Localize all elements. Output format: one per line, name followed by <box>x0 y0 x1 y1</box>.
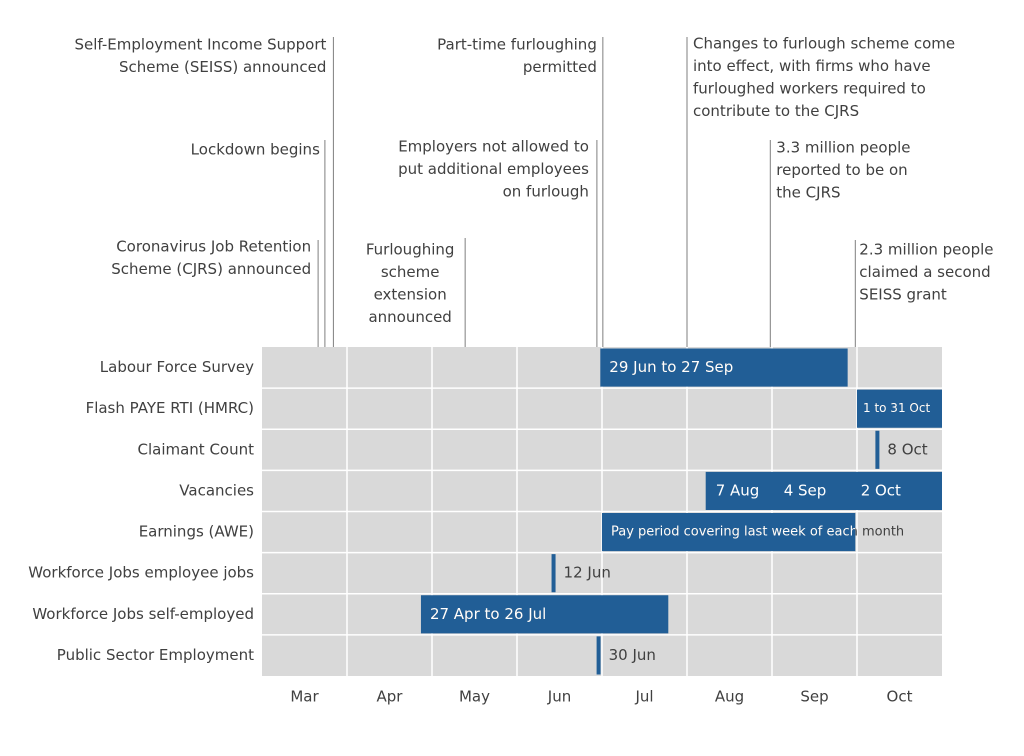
bar-label: 1 to 31 Oct <box>863 401 930 415</box>
bar-label: 29 Jun to 27 Sep <box>609 358 733 376</box>
event-label: on furlough <box>503 183 589 201</box>
x-tick-label: Mar <box>290 688 319 706</box>
x-tick-label: Oct <box>887 688 913 706</box>
event-label: 3.3 million people <box>776 139 910 157</box>
event-label: Changes to furlough scheme come <box>693 35 955 53</box>
row-label: Workforce Jobs employee jobs <box>28 564 254 582</box>
event-label: Lockdown begins <box>191 141 320 159</box>
event-label: SEISS grant <box>859 286 947 304</box>
period-bar <box>420 595 669 634</box>
row-label: Flash PAYE RTI (HMRC) <box>86 399 254 417</box>
x-tick-label: May <box>459 688 490 706</box>
period-bar <box>600 348 848 387</box>
event-label: announced <box>368 308 451 326</box>
bar-label: Pay period covering last week of each mo… <box>611 525 904 540</box>
event-label: the CJRS <box>776 184 840 202</box>
bar-label: 12 Jun <box>564 564 611 582</box>
bar-label: 29 Jun to 27 Sep <box>609 358 733 376</box>
period-bar <box>857 389 942 428</box>
bar-label: 2 Oct <box>861 481 901 499</box>
row-label: Public Sector Employment <box>57 646 254 664</box>
row-label: Workforce Jobs self-employed <box>32 605 254 623</box>
event-label: permitted <box>523 58 597 76</box>
event-label: reported to be on <box>776 161 907 179</box>
event-label: claimed a second <box>859 263 990 281</box>
x-tick-label: Jun <box>547 688 571 706</box>
period-bar <box>705 471 942 510</box>
x-tick-label: Aug <box>715 688 744 706</box>
bar-label: 1 to 31 Oct <box>863 401 930 415</box>
event-label: extension <box>374 286 447 304</box>
x-tick-label: Apr <box>377 688 404 706</box>
event-label: Scheme (SEISS) announced <box>119 58 326 76</box>
row-label: Labour Force Survey <box>100 358 254 376</box>
event-label: scheme <box>381 263 440 281</box>
x-tick-label: Sep <box>800 688 828 706</box>
bar-label: Pay period covering last week of each mo… <box>611 525 904 540</box>
event-label: 2.3 million people <box>859 241 993 259</box>
bar-label: 30 Jun <box>609 646 656 664</box>
row-label: Claimant Count <box>137 440 254 458</box>
bar-label: 4 Sep <box>784 481 827 499</box>
row-label: Earnings (AWE) <box>139 523 254 541</box>
date-marker <box>551 554 556 593</box>
row-label: Vacancies <box>179 481 254 499</box>
period-bar <box>602 513 856 552</box>
x-tick-label: Jul <box>634 688 653 706</box>
event-label: Self-Employment Income Support <box>75 36 327 54</box>
bar-label: 7 Aug <box>716 481 760 499</box>
date-marker <box>596 636 601 675</box>
date-marker <box>875 430 880 469</box>
event-label: furloughed workers required to <box>693 80 926 98</box>
event-label: Scheme (CJRS) announced <box>111 260 311 278</box>
bar-label: 27 Apr to 26 Jul <box>430 605 546 623</box>
event-label: Employers not allowed to <box>398 138 589 156</box>
event-label: put additional employees <box>398 160 589 178</box>
event-label: contribute to the CJRS <box>693 102 859 120</box>
bar-label: 8 Oct <box>887 440 927 458</box>
event-label: Furloughing <box>366 241 455 259</box>
event-label: Part-time furloughing <box>437 36 597 54</box>
bar-label: 27 Apr to 26 Jul <box>430 605 546 623</box>
event-label: Coronavirus Job Retention <box>116 238 311 256</box>
event-label: into effect, with firms who have <box>693 57 931 75</box>
